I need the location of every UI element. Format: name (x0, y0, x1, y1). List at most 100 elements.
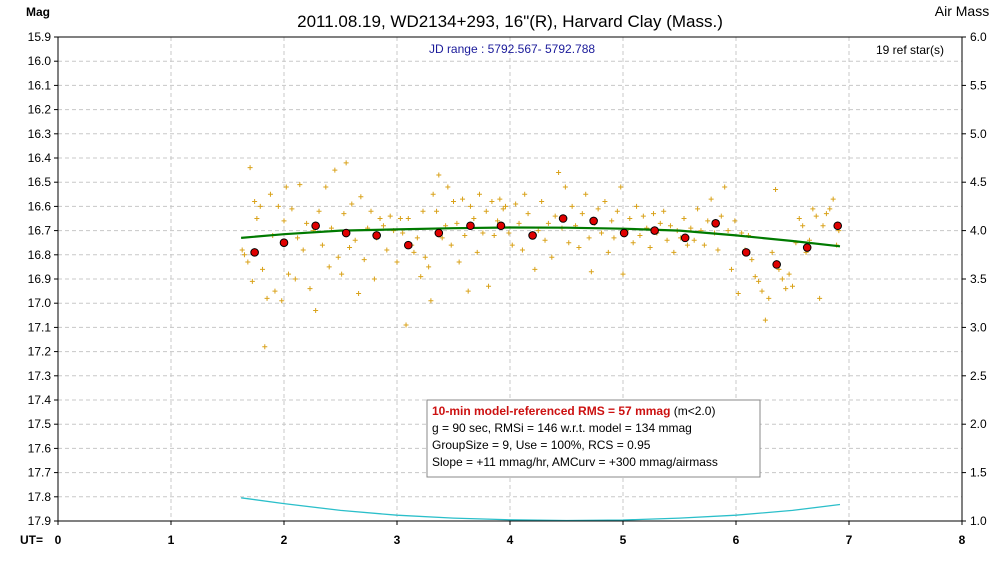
observation-point (328, 225, 334, 231)
y2-tick-label: 2.0 (970, 417, 987, 431)
observation-point (339, 271, 345, 277)
observation-point (830, 196, 836, 202)
observation-point (289, 206, 295, 212)
observation-point (426, 264, 432, 270)
observation-point (476, 191, 482, 197)
observation-point (576, 245, 582, 251)
group-average-point (496, 221, 506, 231)
observation-point (420, 208, 426, 214)
observation-point (377, 216, 383, 221)
observation-point (254, 216, 260, 221)
observation-point (796, 216, 802, 221)
observation-point (516, 220, 522, 226)
observation-point (522, 191, 528, 197)
observation-point (664, 237, 670, 243)
observation-point (267, 191, 273, 197)
observation-point (701, 242, 707, 248)
group-average-point (833, 221, 843, 231)
group-average-point (589, 216, 598, 226)
observation-point (445, 184, 451, 190)
observation-point (245, 259, 251, 265)
y2-tick-label: 4.5 (970, 175, 987, 189)
observation-point (239, 247, 245, 253)
observation-point (454, 220, 460, 226)
axis-ticks: 15.916.016.116.216.316.416.516.616.716.8… (28, 30, 987, 547)
observation-point (428, 298, 434, 304)
observation-point (448, 242, 454, 248)
observation-point (718, 213, 724, 219)
plot-area (239, 160, 843, 522)
observation-point (556, 170, 562, 176)
jd-range-label: JD range : 5792.567- 5792.788 (429, 42, 595, 56)
x-axis-label: UT= (20, 533, 43, 547)
group-average-point (250, 248, 259, 257)
y-tick-label: 17.0 (28, 296, 52, 310)
observation-point (471, 216, 477, 221)
x-tick-label: 6 (733, 533, 740, 547)
observation-point (434, 208, 440, 214)
observation-point (715, 247, 721, 253)
observation-point (671, 249, 677, 255)
group-average-point (558, 214, 568, 223)
right-axis-label: Air Mass (935, 3, 989, 19)
y2-tick-label: 3.0 (970, 320, 987, 334)
observation-point (542, 237, 548, 243)
group-average-point (711, 219, 720, 228)
observation-point (588, 269, 594, 275)
observation-point (368, 208, 374, 214)
observation-point (756, 278, 762, 284)
observation-point (705, 218, 711, 224)
observation-point (752, 274, 758, 280)
observation-point (519, 247, 525, 253)
group-average-point (528, 231, 537, 240)
observation-point (513, 201, 519, 207)
observation-point (361, 257, 367, 263)
ref-stars-label: 19 ref star(s) (876, 43, 944, 57)
observation-point (436, 172, 442, 178)
observation-point (618, 184, 624, 190)
observation-point (422, 254, 428, 260)
observation-point (356, 291, 362, 297)
observation-point (387, 213, 393, 219)
observation-point (545, 220, 551, 226)
observation-point (257, 203, 263, 209)
observation-point (279, 298, 285, 304)
observation-point (341, 211, 347, 217)
y-tick-label: 17.2 (28, 345, 52, 359)
chart-title: 2011.08.19, WD2134+293, 16"(R), Harvard … (297, 12, 723, 31)
observation-point (506, 230, 512, 236)
observation-point (661, 208, 667, 214)
observation-point (762, 317, 768, 323)
group-average-point (466, 221, 475, 231)
observation-point (292, 276, 298, 282)
observation-point (630, 240, 636, 246)
x-tick-label: 3 (394, 533, 401, 547)
observation-point (579, 211, 585, 217)
observation-point (602, 199, 608, 205)
observation-point (759, 288, 765, 294)
observation-point (439, 235, 445, 241)
y-tick-label: 16.6 (28, 199, 52, 213)
observation-point (500, 206, 506, 212)
y-tick-label: 16.3 (28, 127, 52, 141)
observation-point (766, 295, 772, 301)
observation-point (491, 232, 497, 238)
y-tick-label: 17.3 (28, 369, 52, 383)
y-tick-label: 16.0 (28, 54, 52, 68)
observation-point (728, 266, 734, 272)
y2-tick-label: 1.5 (970, 466, 987, 480)
observation-point (779, 276, 785, 282)
model-trend-line (241, 226, 841, 248)
y-tick-label: 16.9 (28, 272, 52, 286)
observation-point (451, 199, 456, 205)
observation-point (817, 295, 823, 301)
observation-point (810, 206, 816, 212)
observation-point (566, 240, 572, 246)
observation-point (316, 208, 322, 214)
observation-point (332, 167, 338, 173)
x-tick-label: 2 (281, 533, 288, 547)
observation-point (823, 211, 829, 217)
observation-point (708, 196, 714, 202)
x-tick-label: 4 (507, 533, 514, 547)
